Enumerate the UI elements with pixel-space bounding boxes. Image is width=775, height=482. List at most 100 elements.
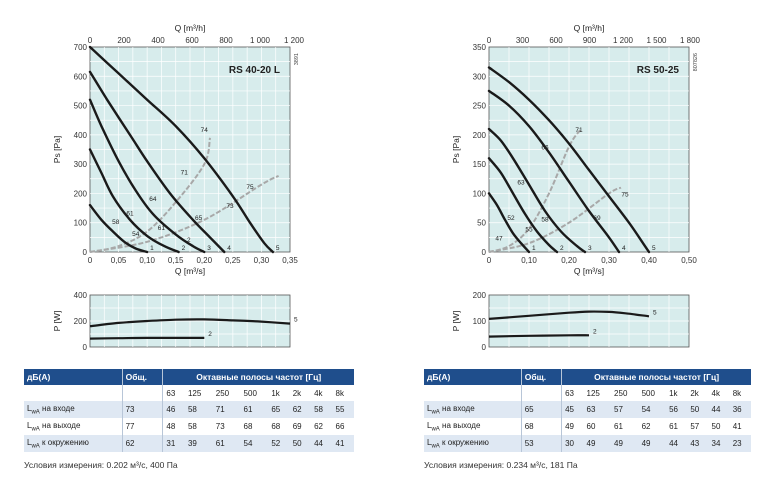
y-tick-label: 500 [74, 102, 88, 111]
table-cell: 41 [729, 418, 751, 435]
table-empty-cell [24, 385, 123, 401]
table-cell: 57 [687, 418, 709, 435]
x-tick-label: 0,15 [168, 256, 184, 265]
table-band-header: 125 [184, 385, 213, 401]
table-row-label: LwA на выходе [424, 418, 522, 435]
top-tick-label: 600 [549, 36, 563, 45]
top-tick-label: 0 [487, 36, 492, 45]
table-cell: 50 [687, 401, 709, 418]
curve-label: 1 [150, 245, 154, 252]
fan-curve [487, 89, 621, 254]
y-tick-label: 100 [473, 189, 487, 198]
table-cell: 49 [638, 435, 667, 452]
table-empty-cell [520, 385, 562, 401]
power-curve-label: 2 [593, 328, 597, 335]
table-cell: 60 [583, 418, 612, 435]
y-tick-label: 200 [74, 189, 88, 198]
table-band-header: 1k [268, 385, 290, 401]
table-cell: 49 [583, 435, 612, 452]
noise-label: 71 [575, 127, 583, 134]
noise-table-right: дБ(A) Общ. Октавные полосы частот [Гц] 6… [424, 369, 751, 452]
table-cell: 65 [268, 401, 290, 418]
power-y-tick-label: 0 [482, 343, 487, 352]
table-row-label: LwA на выходе [24, 418, 123, 435]
table-cell: 50 [289, 435, 312, 452]
table-header-dba: дБ(A) [24, 369, 123, 385]
table-band-header: 2k [289, 385, 312, 401]
power-curve [89, 336, 205, 340]
table-row: LwA на входе 65 45 63 57 54 56 50 44 36 [424, 401, 751, 418]
table-band-header: 4k [708, 385, 730, 401]
table-band-header: 4k [311, 385, 333, 401]
system-curve [89, 174, 280, 253]
table-row: LwA на входе 73 46 58 71 61 65 62 58 55 [24, 401, 354, 418]
top-axis-title: Q [m³/h] [574, 23, 605, 33]
power-axis-title: P [W] [52, 311, 62, 332]
power-curve [488, 334, 590, 338]
table-cell: 58 [311, 401, 333, 418]
table-cell: 52 [268, 435, 290, 452]
power-y-tick-label: 100 [473, 317, 487, 326]
noise-label: 73 [226, 203, 234, 210]
chart-id: 807826 [693, 53, 699, 71]
table-cell: 61 [240, 401, 269, 418]
table-cell: 61 [212, 435, 241, 452]
noise-label: 55 [525, 227, 533, 234]
power-y-tick-label: 400 [74, 291, 88, 300]
table-cell: 55 [332, 401, 354, 418]
top-tick-label: 200 [117, 36, 131, 45]
system-curve [488, 186, 622, 253]
table-row: LwA на выходе 68 49 60 61 62 61 57 50 41 [424, 418, 751, 435]
x-tick-label: 0,10 [139, 256, 155, 265]
table-cell: 49 [611, 435, 639, 452]
top-tick-label: 1 800 [680, 36, 701, 45]
noise-label: 74 [201, 127, 209, 134]
noise-label: 2 [187, 237, 191, 244]
table-band-header: 1k [666, 385, 688, 401]
table-band-header: 8k [332, 385, 354, 401]
table-band-header: 250 [212, 385, 241, 401]
x-tick-label: 0,40 [641, 256, 657, 265]
top-tick-label: 1 200 [284, 36, 305, 45]
x-tick-label: 0 [487, 256, 492, 265]
power-curve-label: 2 [208, 331, 212, 338]
measurement-note-right: Условия измерения: 0.234 м³/с, 181 Па [424, 460, 578, 470]
x-tick-label: 0,20 [196, 256, 212, 265]
table-cell: 34 [708, 435, 730, 452]
curve-label: 5 [276, 245, 280, 252]
table-empty-cell [424, 385, 522, 401]
table-row-label: LwA на входе [24, 401, 123, 418]
table-cell: 68 [240, 418, 269, 435]
y-tick-label: 0 [83, 248, 88, 257]
table-cell: 36 [729, 401, 751, 418]
table-cell: 43 [687, 435, 709, 452]
curve-label: 5 [652, 245, 656, 252]
noise-label: 71 [181, 169, 189, 176]
x-axis-title: Q [m³/s] [574, 266, 604, 276]
x-tick-label: 0,20 [561, 256, 577, 265]
fan-curve [487, 127, 587, 254]
noise-label: 65 [195, 215, 203, 222]
fan-curve [487, 192, 531, 254]
x-tick-label: 0,50 [681, 256, 697, 265]
top-tick-label: 1 200 [613, 36, 634, 45]
table-band-header: 2k [687, 385, 709, 401]
curve-label: 3 [207, 245, 211, 252]
x-tick-label: 0 [88, 256, 93, 265]
top-tick-label: 600 [185, 36, 199, 45]
top-tick-label: 400 [151, 36, 165, 45]
table-cell: 68 [268, 418, 290, 435]
y-axis-title: Ps [Pa] [451, 136, 461, 163]
table-total-cell: 73 [121, 401, 163, 418]
table-cell: 57 [611, 401, 639, 418]
table-row: LwA на выходе 77 48 58 73 68 68 69 62 66 [24, 418, 354, 435]
noise-label: 58 [112, 219, 120, 226]
noise-label: 63 [517, 180, 525, 187]
table-cell: 46 [162, 401, 185, 418]
x-tick-label: 0,25 [225, 256, 241, 265]
table-band-header: 63 [162, 385, 185, 401]
power-axis-title: P [W] [451, 311, 461, 332]
y-tick-label: 600 [74, 72, 88, 81]
table-header-octave: Октавные полосы частот [Гц] [561, 369, 751, 385]
table-band-header: 8k [729, 385, 751, 401]
